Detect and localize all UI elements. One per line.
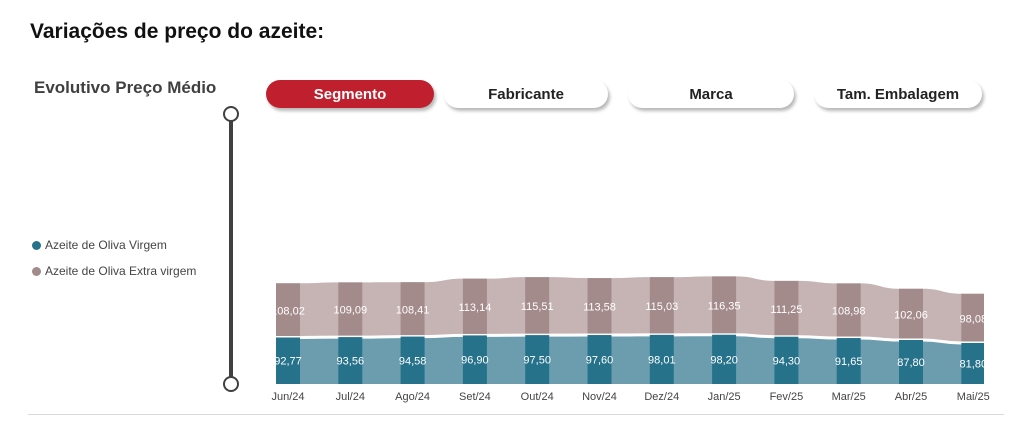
data-label-virgem: 92,77	[274, 356, 302, 368]
x-tick-label: Mar/25	[832, 391, 866, 403]
data-label-virgem: 97,50	[523, 355, 551, 367]
x-tick-label: Jul/24	[336, 391, 365, 403]
bar-extra-virgem-5	[587, 278, 612, 334]
x-tick-label: Dez/24	[644, 391, 679, 403]
bar-virgem-10	[899, 339, 923, 384]
data-label-virgem: 94,58	[399, 355, 427, 367]
bar-virgem-3	[462, 335, 487, 384]
bar-extra-virgem-10	[899, 288, 923, 339]
data-label-virgem: 98,20	[710, 354, 738, 366]
tab-segmento[interactable]: Segmento	[266, 80, 434, 108]
data-label-extra-virgem: 108,02	[271, 305, 305, 317]
data-label-virgem: 97,60	[586, 355, 614, 367]
x-tick-label: Ago/24	[395, 391, 430, 403]
legend-label: Azeite de Oliva Virgem	[45, 238, 167, 252]
legend-label: Azeite de Oliva Extra virgem	[45, 264, 197, 278]
ribbon-extra-virgem	[276, 276, 984, 343]
plot-area: 92,77 108,02 93,56 109,09 94,58 108,41 96,90 11…	[271, 276, 988, 385]
data-label-extra-virgem: 116,35	[708, 301, 741, 313]
data-label-extra-virgem: 115,03	[645, 301, 678, 313]
data-label-virgem: 91,65	[835, 356, 863, 368]
data-label-extra-virgem: 115,51	[521, 301, 554, 313]
range-slider-handle-bottom[interactable]	[223, 376, 239, 392]
x-tick-label: Nov/24	[582, 391, 617, 403]
bar-virgem-2	[400, 336, 425, 384]
data-label-virgem: 96,90	[461, 355, 489, 367]
data-label-virgem: 87,80	[897, 357, 925, 369]
price-ribbon-chart: 92,77 108,02 93,56 109,09 94,58 108,41 96,90 11…	[271, 276, 990, 403]
bar-extra-virgem-2	[400, 282, 425, 336]
segment-tabs: Segmento Fabricante Marca Tam. Embalagem	[266, 80, 986, 110]
bar-extra-virgem-0	[276, 283, 300, 336]
bar-extra-virgem-7	[712, 276, 737, 334]
data-label-extra-virgem: 113,14	[458, 302, 491, 314]
bar-extra-virgem-4	[525, 277, 550, 334]
range-slider-track[interactable]	[229, 116, 233, 381]
data-label-virgem: 93,56	[337, 356, 365, 368]
legend-item-virgem[interactable]: Azeite de Oliva Virgem	[32, 232, 196, 258]
x-tick-label: Jan/25	[708, 391, 741, 403]
tab-fabricante[interactable]: Fabricante	[444, 80, 608, 108]
tab-marca[interactable]: Marca	[628, 80, 794, 108]
bar-extra-virgem-8	[774, 280, 799, 336]
bar-extra-virgem-6	[649, 277, 674, 334]
data-label-virgem: 81,80	[960, 358, 988, 370]
visual-title: Evolutivo Preço Médio	[34, 78, 217, 97]
tab-tam-embalagem[interactable]: Tam. Embalagem	[814, 80, 982, 108]
data-label-extra-virgem: 108,41	[396, 304, 430, 316]
bar-virgem-0	[276, 337, 300, 384]
data-label-extra-virgem: 102,06	[894, 309, 928, 321]
data-label-extra-virgem: 98,08	[960, 313, 988, 325]
bar-extra-virgem-1	[338, 282, 363, 336]
data-label-extra-virgem: 109,09	[333, 305, 367, 317]
chart-panel: Evolutivo Preço Médio Azeite de Oliva Vi…	[28, 68, 1004, 415]
data-label-extra-virgem: 113,58	[583, 302, 616, 314]
bar-virgem-5	[587, 335, 612, 384]
series-separator-line	[276, 333, 984, 345]
x-tick-label: Mai/25	[957, 391, 990, 403]
data-label-extra-virgem: 108,98	[832, 306, 866, 318]
page-heading: Variações de preço do azeite:	[30, 20, 325, 43]
bar-virgem-4	[525, 335, 550, 384]
bar-virgem-9	[836, 338, 861, 384]
legend-dot-icon	[32, 266, 41, 276]
data-label-virgem: 98,01	[648, 354, 676, 366]
legend-item-extra-virgem[interactable]: Azeite de Oliva Extra virgem	[32, 258, 196, 284]
bar-virgem-11	[961, 342, 984, 384]
chart-legend: Azeite de Oliva Virgem Azeite de Oliva E…	[32, 232, 196, 284]
x-tick-label: Abr/25	[895, 391, 927, 403]
ribbon-virgem	[276, 334, 984, 385]
bar-virgem-8	[774, 336, 799, 384]
x-tick-label: Out/24	[521, 391, 554, 403]
bar-extra-virgem-9	[836, 283, 861, 337]
x-tick-label: Jun/24	[271, 391, 304, 403]
legend-dot-icon	[32, 240, 41, 250]
bar-extra-virgem-11	[961, 293, 984, 342]
data-label-extra-virgem: 111,25	[770, 304, 802, 316]
x-tick-label: Set/24	[459, 391, 491, 403]
bar-extra-virgem-3	[462, 278, 487, 334]
bar-virgem-1	[338, 337, 363, 384]
x-tick-label: Fev/25	[770, 391, 804, 403]
bar-virgem-7	[712, 334, 737, 384]
bar-virgem-6	[649, 334, 674, 384]
data-label-virgem: 94,30	[773, 355, 801, 367]
range-slider-handle-top[interactable]	[223, 106, 239, 122]
